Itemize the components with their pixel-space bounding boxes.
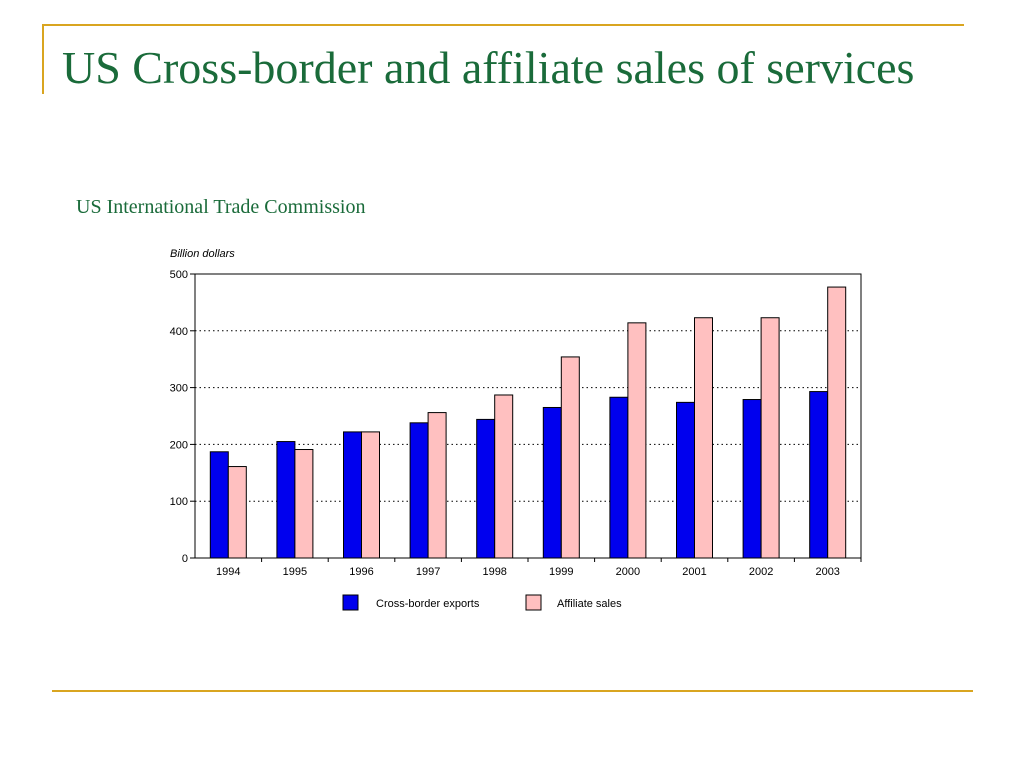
bar-affiliate [227,466,247,559]
bar-affiliate [427,412,447,559]
left-accent-line [42,24,44,94]
bar-cross-border [676,401,695,559]
x-tick-label: 2000 [616,566,640,578]
bar-cross-border [809,391,829,559]
bar-affiliate [494,394,514,559]
bar-cross-border [742,399,762,559]
y-tick-label: 400 [170,326,188,338]
x-tick-label: 1996 [349,566,373,578]
x-tick-label: 1997 [416,566,440,578]
x-tick-label: 1998 [482,566,506,578]
x-tick-label: 2003 [815,566,839,578]
top-accent-line [42,24,964,26]
slide-title: US Cross-border and affiliate sales of s… [62,42,915,93]
legend-swatch-affiliate [525,594,542,611]
x-tick-label: 1995 [283,566,307,578]
y-tick-label: 500 [170,269,188,281]
bar-affiliate [627,322,647,559]
x-tick-label: 1994 [216,566,240,578]
bar-affiliate [294,449,314,559]
y-tick-label: 100 [170,496,188,508]
legend-swatch-cross-border [342,594,359,611]
bar-cross-border [276,441,296,559]
y-tick-label: 0 [182,553,188,565]
legend-label-affiliate: Affiliate sales [557,598,622,610]
bar-affiliate [694,317,713,559]
bar-affiliate [827,286,847,559]
x-tick-label: 2002 [749,566,773,578]
legend-label-cross-border: Cross-border exports [376,598,480,610]
bar-cross-border [609,396,629,559]
bar-cross-border [476,418,496,559]
y-axis-label: Billion dollars [170,248,235,260]
bar-cross-border [209,451,229,559]
x-tick-label: 1999 [549,566,573,578]
bar-affiliate [560,356,580,559]
y-tick-label: 200 [170,439,188,451]
bar-affiliate [361,431,380,559]
bar-cross-border [409,422,429,559]
y-tick-label: 300 [170,383,188,395]
bar-affiliate [760,317,780,559]
bar-cross-border [542,406,562,559]
bottom-accent-line [52,690,973,692]
slide-subtitle: US International Trade Commission [76,196,366,218]
x-tick-label: 2001 [682,566,706,578]
bar-cross-border [343,431,362,559]
